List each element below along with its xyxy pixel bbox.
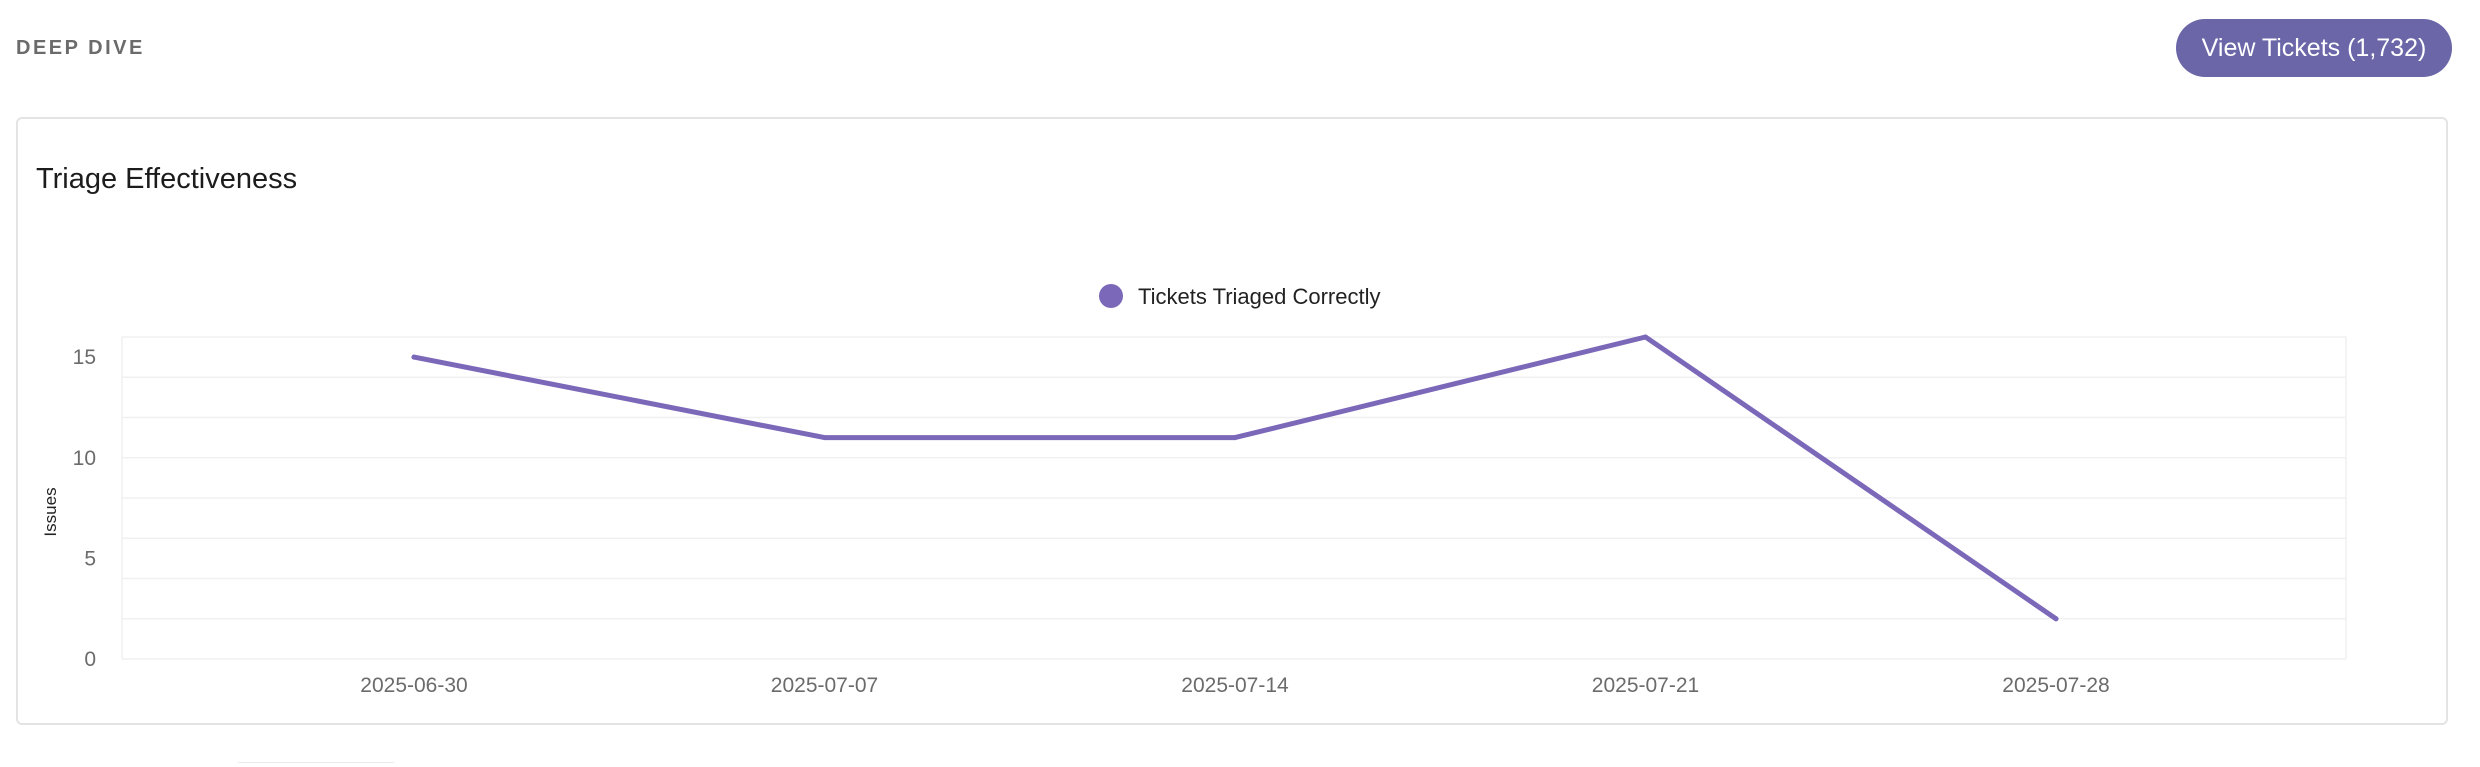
data-point: [822, 435, 827, 441]
series-line: [411, 334, 2059, 622]
x-tick-label: 2025-07-28: [2002, 674, 2109, 697]
data-point: [2053, 616, 2059, 622]
chart-card: Triage Effectiveness 0 5 10 15 Issues 2025-06…: [16, 117, 2448, 725]
data-point: [1232, 435, 1238, 441]
line-chart: 0 5 10 15 Issues 2025-06-30 2025-07-07 2025-07-…: [41, 284, 2347, 697]
legend-marker: [1099, 284, 1123, 308]
y-axis-label: Issues: [41, 487, 60, 536]
view-tickets-button[interactable]: View Tickets (1,732): [2176, 19, 2452, 77]
legend-label: Tickets Triaged Correctly: [1138, 284, 1380, 309]
x-tick-label: 2025-07-21: [1592, 674, 1699, 697]
x-tick-label: 2025-06-30: [360, 674, 467, 697]
y-tick-label: 5: [84, 547, 96, 570]
section-label: DEEP DIVE: [16, 37, 145, 59]
x-tick-label: 2025-07-14: [1181, 674, 1289, 697]
data-point: [1643, 334, 1648, 340]
data-point: [411, 354, 417, 360]
y-tick-label: 10: [73, 447, 96, 470]
x-tick-label: 2025-07-07: [771, 674, 878, 697]
chart-title: Triage Effectiveness: [36, 163, 298, 195]
divider: [238, 762, 394, 767]
y-tick-label: 15: [73, 346, 96, 369]
y-tick-label: 0: [84, 648, 96, 671]
